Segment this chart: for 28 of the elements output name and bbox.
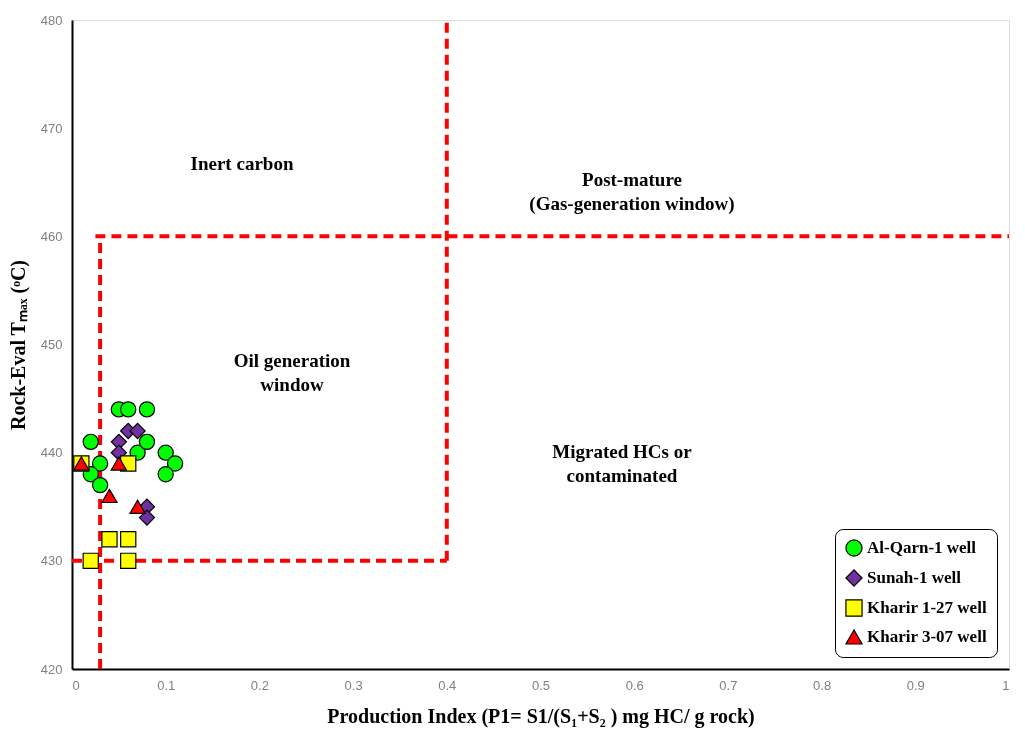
x-tick-label: 0.3: [344, 677, 363, 693]
y-tick-label: 450: [40, 337, 63, 352]
annotation: Migrated HCs or contaminated: [552, 441, 693, 486]
x-tick-label: 0.9: [906, 677, 925, 693]
legend-label: Al-Qarn-1 well: [867, 538, 977, 557]
x-tick-label: 0.4: [438, 677, 457, 693]
y-tick-label: 420: [40, 661, 63, 677]
legend-label: Kharir 3-07 well: [867, 627, 987, 646]
x-tick-label: 0.2: [250, 677, 269, 693]
annotation: Post-mature (Gas-generation window): [529, 169, 735, 215]
y-axis-title: Rock-Eval Tₘₐₓ (ᵒC): [6, 259, 30, 431]
x-tick-label: 0.7: [719, 677, 738, 693]
x-axis-title: Production Index (P1= S1/(S₁+S₂ ) mg HC/ g rock): [327, 704, 755, 728]
y-tick-label: 440: [40, 445, 63, 461]
y-tick-label: 470: [40, 120, 63, 136]
x-tick-label: 0.6: [625, 677, 644, 693]
x-tick-label: 0: [72, 677, 80, 693]
x-tick-label: 1: [1002, 677, 1010, 693]
legend-label: Sunah-1 well: [867, 568, 962, 587]
y-tick-label: 430: [40, 553, 63, 569]
x-tick-label: 0.8: [813, 677, 832, 693]
legend-label: Kharir 1-27 well: [867, 598, 987, 617]
annotation: Oil generation window: [233, 350, 351, 396]
annotation: Inert carbon: [190, 153, 294, 174]
x-tick-label: 0.5: [531, 677, 551, 693]
x-tick-label: 0.1: [157, 677, 176, 693]
y-tick-label: 460: [40, 228, 63, 244]
y-tick-label: 480: [40, 12, 63, 28]
